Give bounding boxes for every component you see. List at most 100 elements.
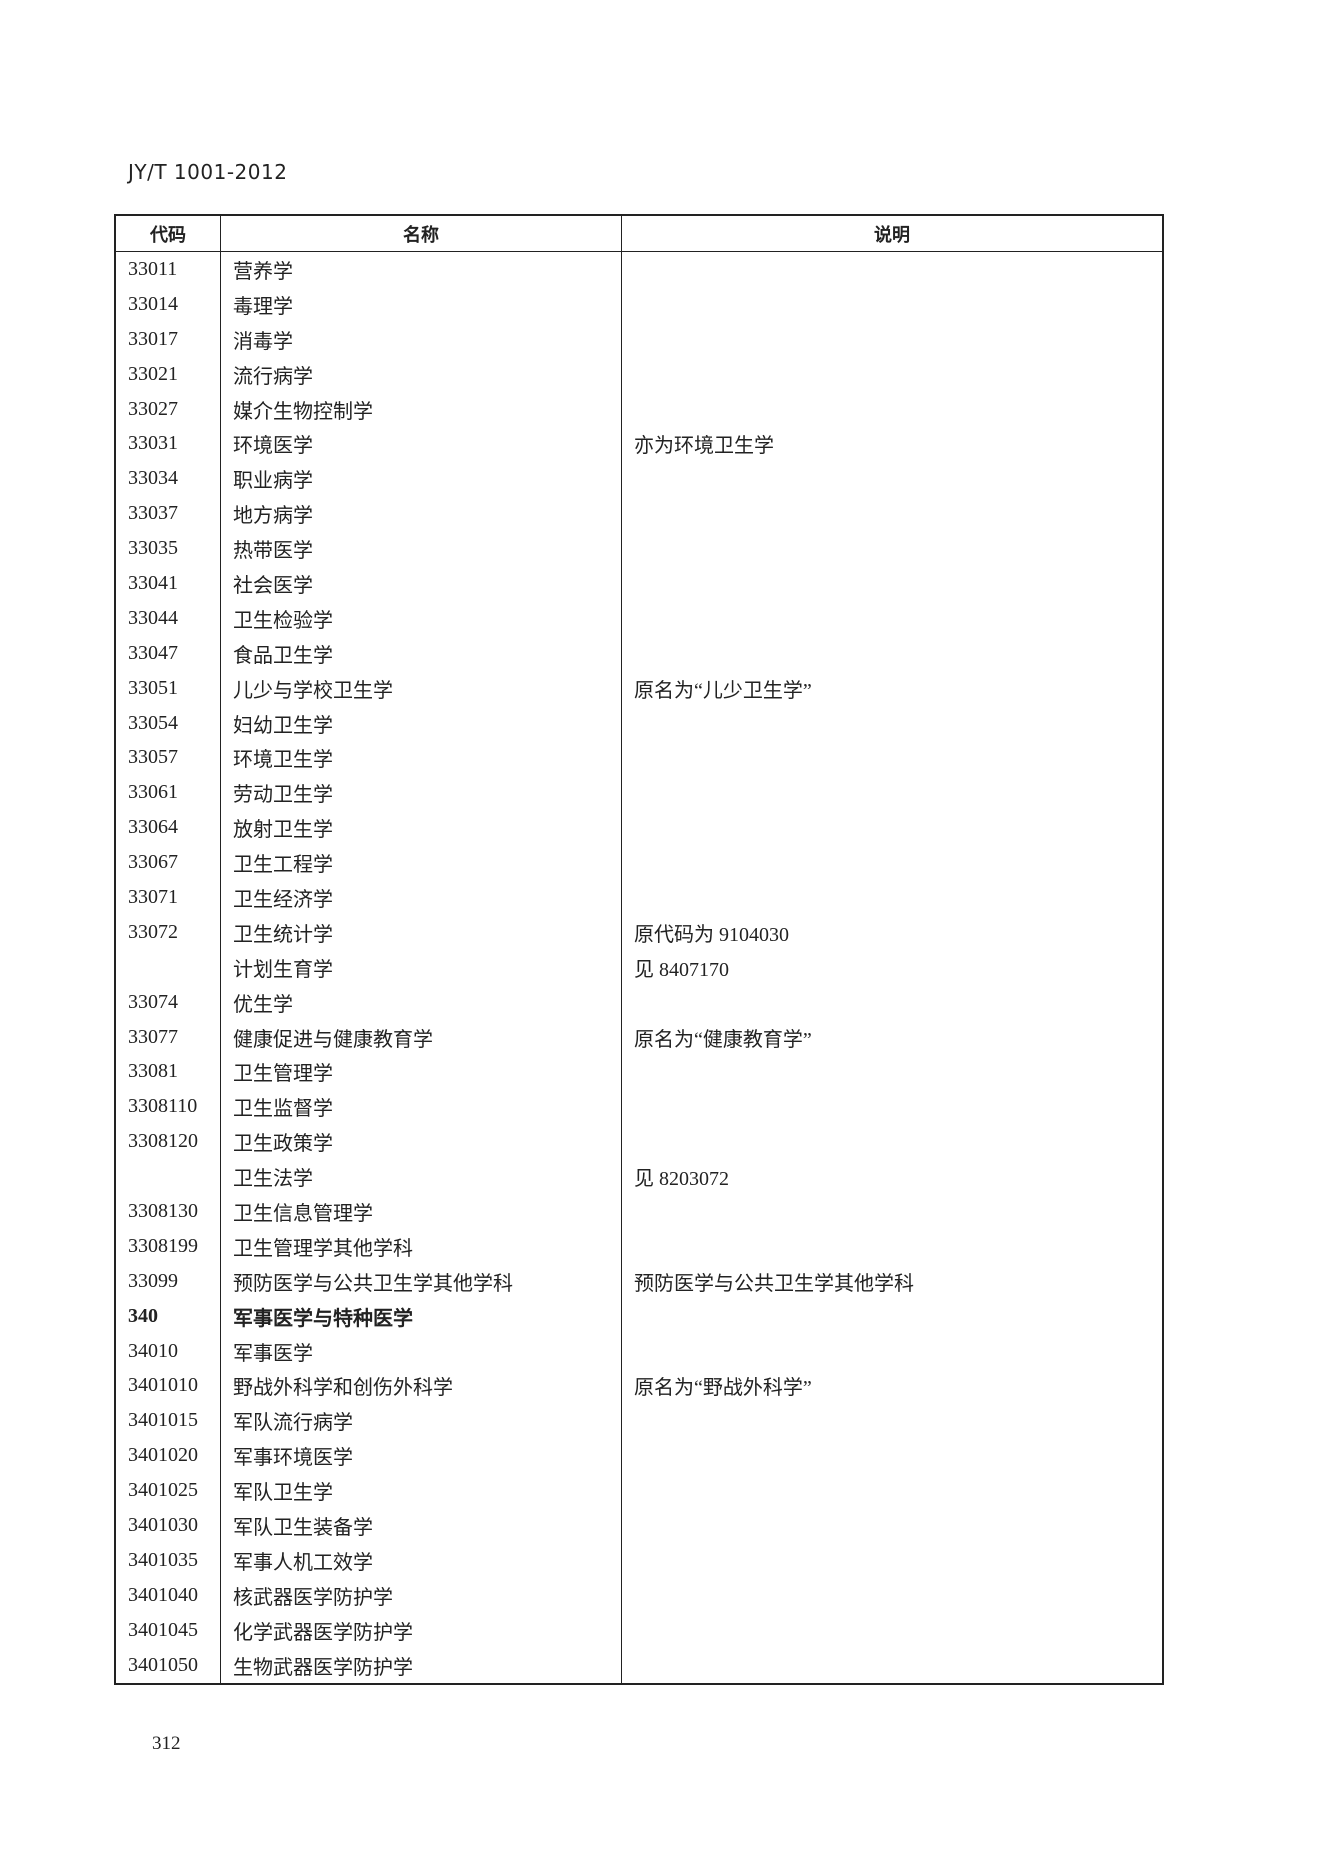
cell-name: 儿少与学校卫生学 — [220, 670, 622, 706]
cell-note — [621, 1124, 1163, 1160]
table-header-row: 代码 名称 说明 — [115, 215, 1163, 252]
cell-note — [621, 1403, 1163, 1439]
cell-code: 33027 — [128, 397, 178, 420]
cell-name: 劳动卫生学 — [220, 775, 622, 811]
cell-note — [621, 1228, 1163, 1264]
cell-note — [621, 321, 1163, 357]
cell-name: 环境医学 — [220, 426, 622, 462]
cell-name: 健康促进与健康教育学 — [220, 1019, 622, 1055]
cell-name: 军事医学 — [220, 1333, 622, 1369]
cell-note — [621, 1508, 1163, 1543]
table-row: 3401025 军队卫生学 — [115, 1473, 1163, 1509]
cell-code: 33021 — [128, 362, 178, 385]
cell-code: 3308130 — [128, 1199, 198, 1222]
cell-note — [621, 1438, 1163, 1474]
table-row: 33064 放射卫生学 — [115, 810, 1163, 846]
cell-name: 职业病学 — [220, 461, 622, 497]
cell-note — [621, 461, 1163, 497]
cell-note — [621, 845, 1163, 881]
cell-name: 卫生管理学 — [220, 1054, 622, 1090]
standard-id: JY/T 1001-2012 — [128, 160, 288, 184]
table-row: 33021 流行病学 — [115, 356, 1163, 392]
cell-code: 3308120 — [128, 1130, 198, 1153]
cell-note: 原名为“野战外科学” — [621, 1368, 1163, 1404]
cell-note: 亦为环境卫生学 — [621, 426, 1163, 462]
cell-name: 热带医学 — [220, 531, 622, 567]
table-row: 33014 毒理学 — [115, 286, 1163, 322]
cell-code: 33077 — [128, 1025, 178, 1048]
cell-name: 毒理学 — [220, 286, 622, 322]
cell-code: 3401030 — [128, 1514, 198, 1536]
cell-name: 军队卫生学 — [220, 1473, 622, 1509]
cell-note — [621, 1473, 1163, 1509]
cell-code: 3401015 — [128, 1409, 198, 1432]
table-row: 33017 消毒学 — [115, 321, 1163, 357]
cell-code: 33074 — [128, 990, 178, 1013]
cell-name: 军队流行病学 — [220, 1403, 622, 1439]
cell-code: 3401035 — [128, 1548, 198, 1571]
table-row: 33074 优生学 — [115, 984, 1163, 1020]
cell-note — [621, 1194, 1163, 1229]
table-row: 33054 妇幼卫生学 — [115, 705, 1163, 741]
cell-name: 优生学 — [220, 984, 622, 1020]
cell-code: 3401010 — [128, 1374, 198, 1397]
cell-name: 核武器医学防护学 — [220, 1577, 622, 1613]
cell-note — [621, 705, 1163, 741]
cell-name: 军事医学与特种医学 — [220, 1298, 622, 1334]
cell-code: 33037 — [128, 502, 178, 525]
table-row: 33034 职业病学 — [115, 461, 1163, 497]
table-row: 33081 卫生管理学 — [115, 1054, 1163, 1090]
cell-name: 妇幼卫生学 — [220, 705, 622, 741]
cell-name: 军队卫生装备学 — [220, 1508, 622, 1543]
cell-note — [621, 1647, 1163, 1684]
cell-code: 33014 — [128, 292, 178, 315]
cell-note — [621, 810, 1163, 846]
cell-name: 地方病学 — [220, 496, 622, 532]
cell-code: 3308199 — [128, 1234, 198, 1257]
cell-note — [621, 566, 1163, 601]
cell-note — [621, 531, 1163, 567]
cell-code: 33031 — [128, 432, 178, 455]
discipline-code-table: 代码 名称 说明 33011 营养学 33014 毒理学 33017 消毒学 33021 流行… — [114, 214, 1164, 1685]
table-row: 33031 环境医学 亦为环境卫生学 — [115, 426, 1163, 462]
cell-note: 原名为“儿少卫生学” — [621, 670, 1163, 706]
table-row: 3401035 军事人机工效学 — [115, 1542, 1163, 1578]
table-row: 3308199 卫生管理学其他学科 — [115, 1228, 1163, 1264]
table-row: 33067 卫生工程学 — [115, 845, 1163, 881]
cell-note — [621, 496, 1163, 532]
table-row: 33099 预防医学与公共卫生学其他学科 预防医学与公共卫生学其他学科 — [115, 1263, 1163, 1299]
cell-code: 33054 — [128, 711, 178, 734]
cell-code: 33047 — [128, 641, 178, 664]
table-row: 3308130 卫生信息管理学 — [115, 1194, 1163, 1229]
cell-name: 流行病学 — [220, 356, 622, 392]
cell-name: 预防医学与公共卫生学其他学科 — [220, 1263, 622, 1299]
cell-code: 33017 — [128, 327, 178, 350]
cell-code: 33081 — [128, 1060, 178, 1083]
table-row: 340 军事医学与特种医学 — [115, 1298, 1163, 1334]
page-number: 312 — [152, 1733, 181, 1754]
cell-code: 33061 — [128, 781, 178, 804]
cell-code: 3401045 — [128, 1618, 198, 1641]
cell-name: 营养学 — [220, 251, 622, 287]
cell-name: 卫生经济学 — [220, 880, 622, 915]
table-row: 33061 劳动卫生学 — [115, 775, 1163, 811]
cell-note — [621, 391, 1163, 427]
cell-name: 军事人机工效学 — [220, 1542, 622, 1578]
cell-name: 食品卫生学 — [220, 635, 622, 671]
cell-name: 卫生信息管理学 — [220, 1194, 622, 1229]
column-header-note: 说明 — [621, 215, 1163, 252]
cell-name: 卫生工程学 — [220, 845, 622, 881]
cell-name: 生物武器医学防护学 — [220, 1647, 622, 1684]
table-row: 3308120 卫生政策学 — [115, 1124, 1163, 1160]
column-header-name: 名称 — [220, 215, 622, 252]
table-row: 3401015 军队流行病学 — [115, 1403, 1163, 1439]
cell-code: 33072 — [128, 920, 178, 943]
cell-name: 野战外科学和创伤外科学 — [220, 1368, 622, 1404]
cell-code: 33044 — [128, 606, 178, 629]
cell-code: 3308110 — [128, 1095, 198, 1118]
cell-note — [621, 775, 1163, 811]
cell-name: 消毒学 — [220, 321, 622, 357]
table-row: 33071 卫生经济学 — [115, 880, 1163, 915]
cell-note — [621, 635, 1163, 671]
cell-note — [621, 1089, 1163, 1125]
